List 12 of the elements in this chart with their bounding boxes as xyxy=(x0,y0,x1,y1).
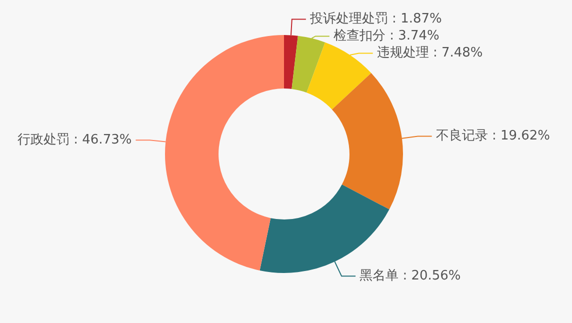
data-label: : 1.87% xyxy=(392,12,442,27)
slice-label: 不良记录 xyxy=(436,128,492,144)
slice-label: 投诉处理处罚 xyxy=(308,12,392,27)
data-label: : 3.74% xyxy=(390,28,440,44)
data-label: : 20.56% xyxy=(402,268,461,284)
slice-label: 黑名单 xyxy=(360,268,403,284)
slice-label: 违规处理 xyxy=(376,46,433,61)
data-label: : 46.73% xyxy=(74,132,132,148)
slice-label: 检查扣分 xyxy=(333,28,390,44)
slice-label: 行政处罚 xyxy=(18,132,74,148)
data-label: : 7.48% xyxy=(432,46,483,61)
data-label: : 19.62% xyxy=(492,128,550,144)
